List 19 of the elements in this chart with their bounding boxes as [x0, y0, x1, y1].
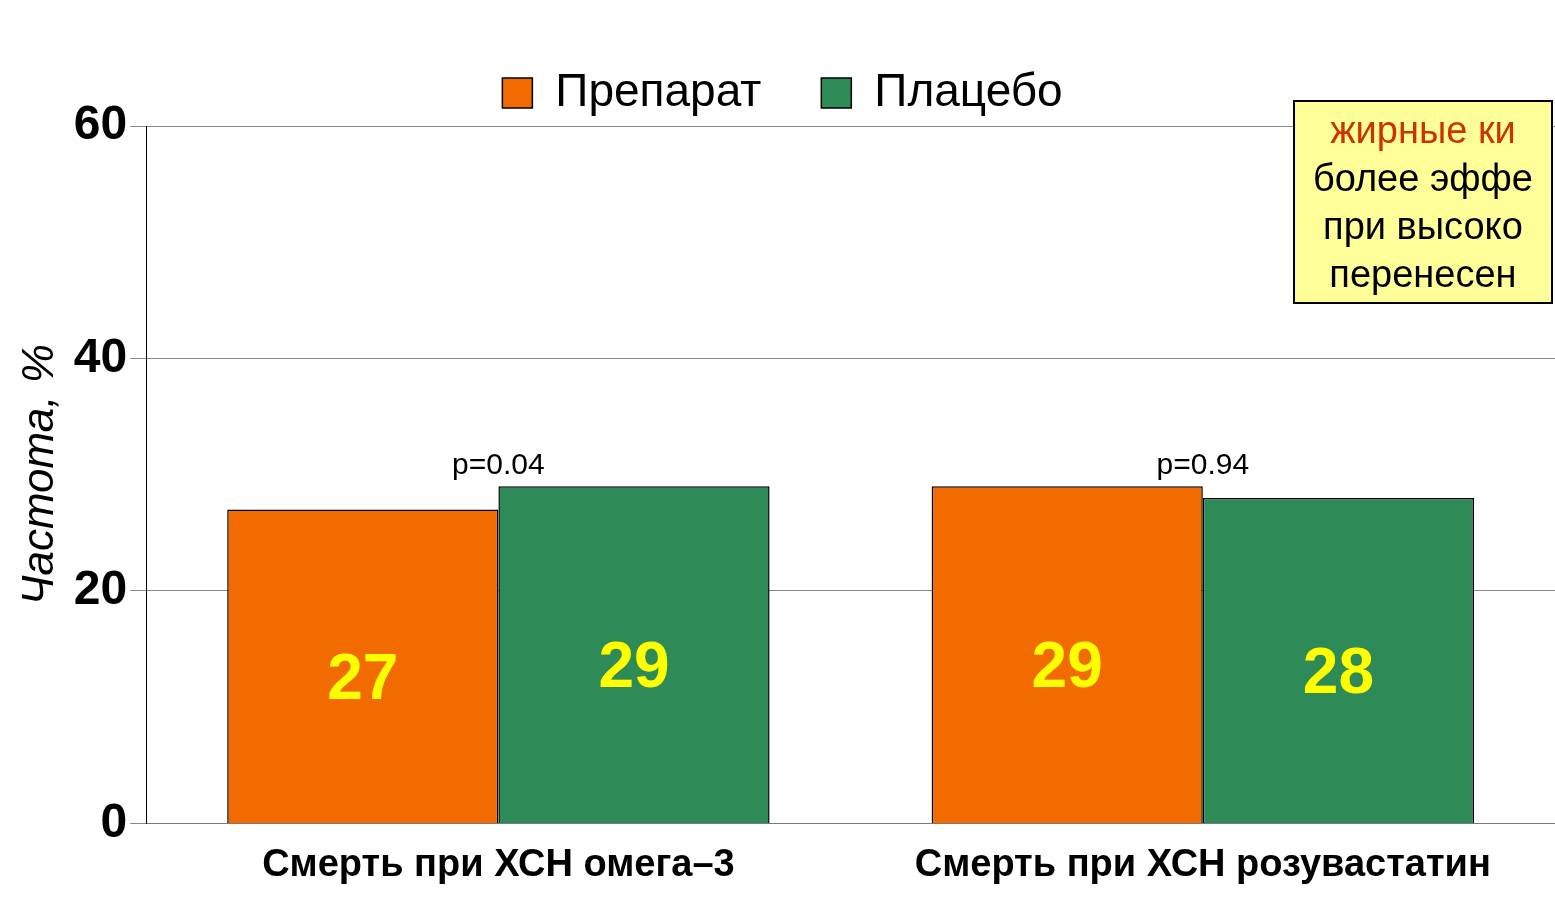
data-label: 29 [1031, 629, 1103, 702]
y-tick-label: 60 [73, 96, 128, 150]
data-label: 27 [327, 640, 399, 713]
y-tick-label: 0 [100, 793, 128, 847]
annotation: p=0.04 [452, 446, 545, 480]
legend-label: Плацебо [874, 63, 1063, 116]
annotation: более эффе [1312, 156, 1533, 201]
y-tick-label: 40 [73, 328, 128, 382]
annotation: p=0.94 [1156, 446, 1250, 480]
x-tick-label: Смерть при ХСН омега–3 [262, 841, 735, 884]
y-tick-label: 20 [73, 561, 128, 615]
annotation: перенесен [1328, 252, 1518, 297]
data-label: 28 [1302, 635, 1374, 708]
annotation: жирные ки [1329, 108, 1517, 153]
x-tick-label: Смерть при ХСН розувастатин [914, 841, 1491, 884]
y-axis-title: Частота, % [12, 344, 62, 606]
data-label: 29 [598, 629, 670, 702]
legend-label: Препарат [555, 63, 762, 116]
annotation: при высоко [1322, 204, 1524, 249]
